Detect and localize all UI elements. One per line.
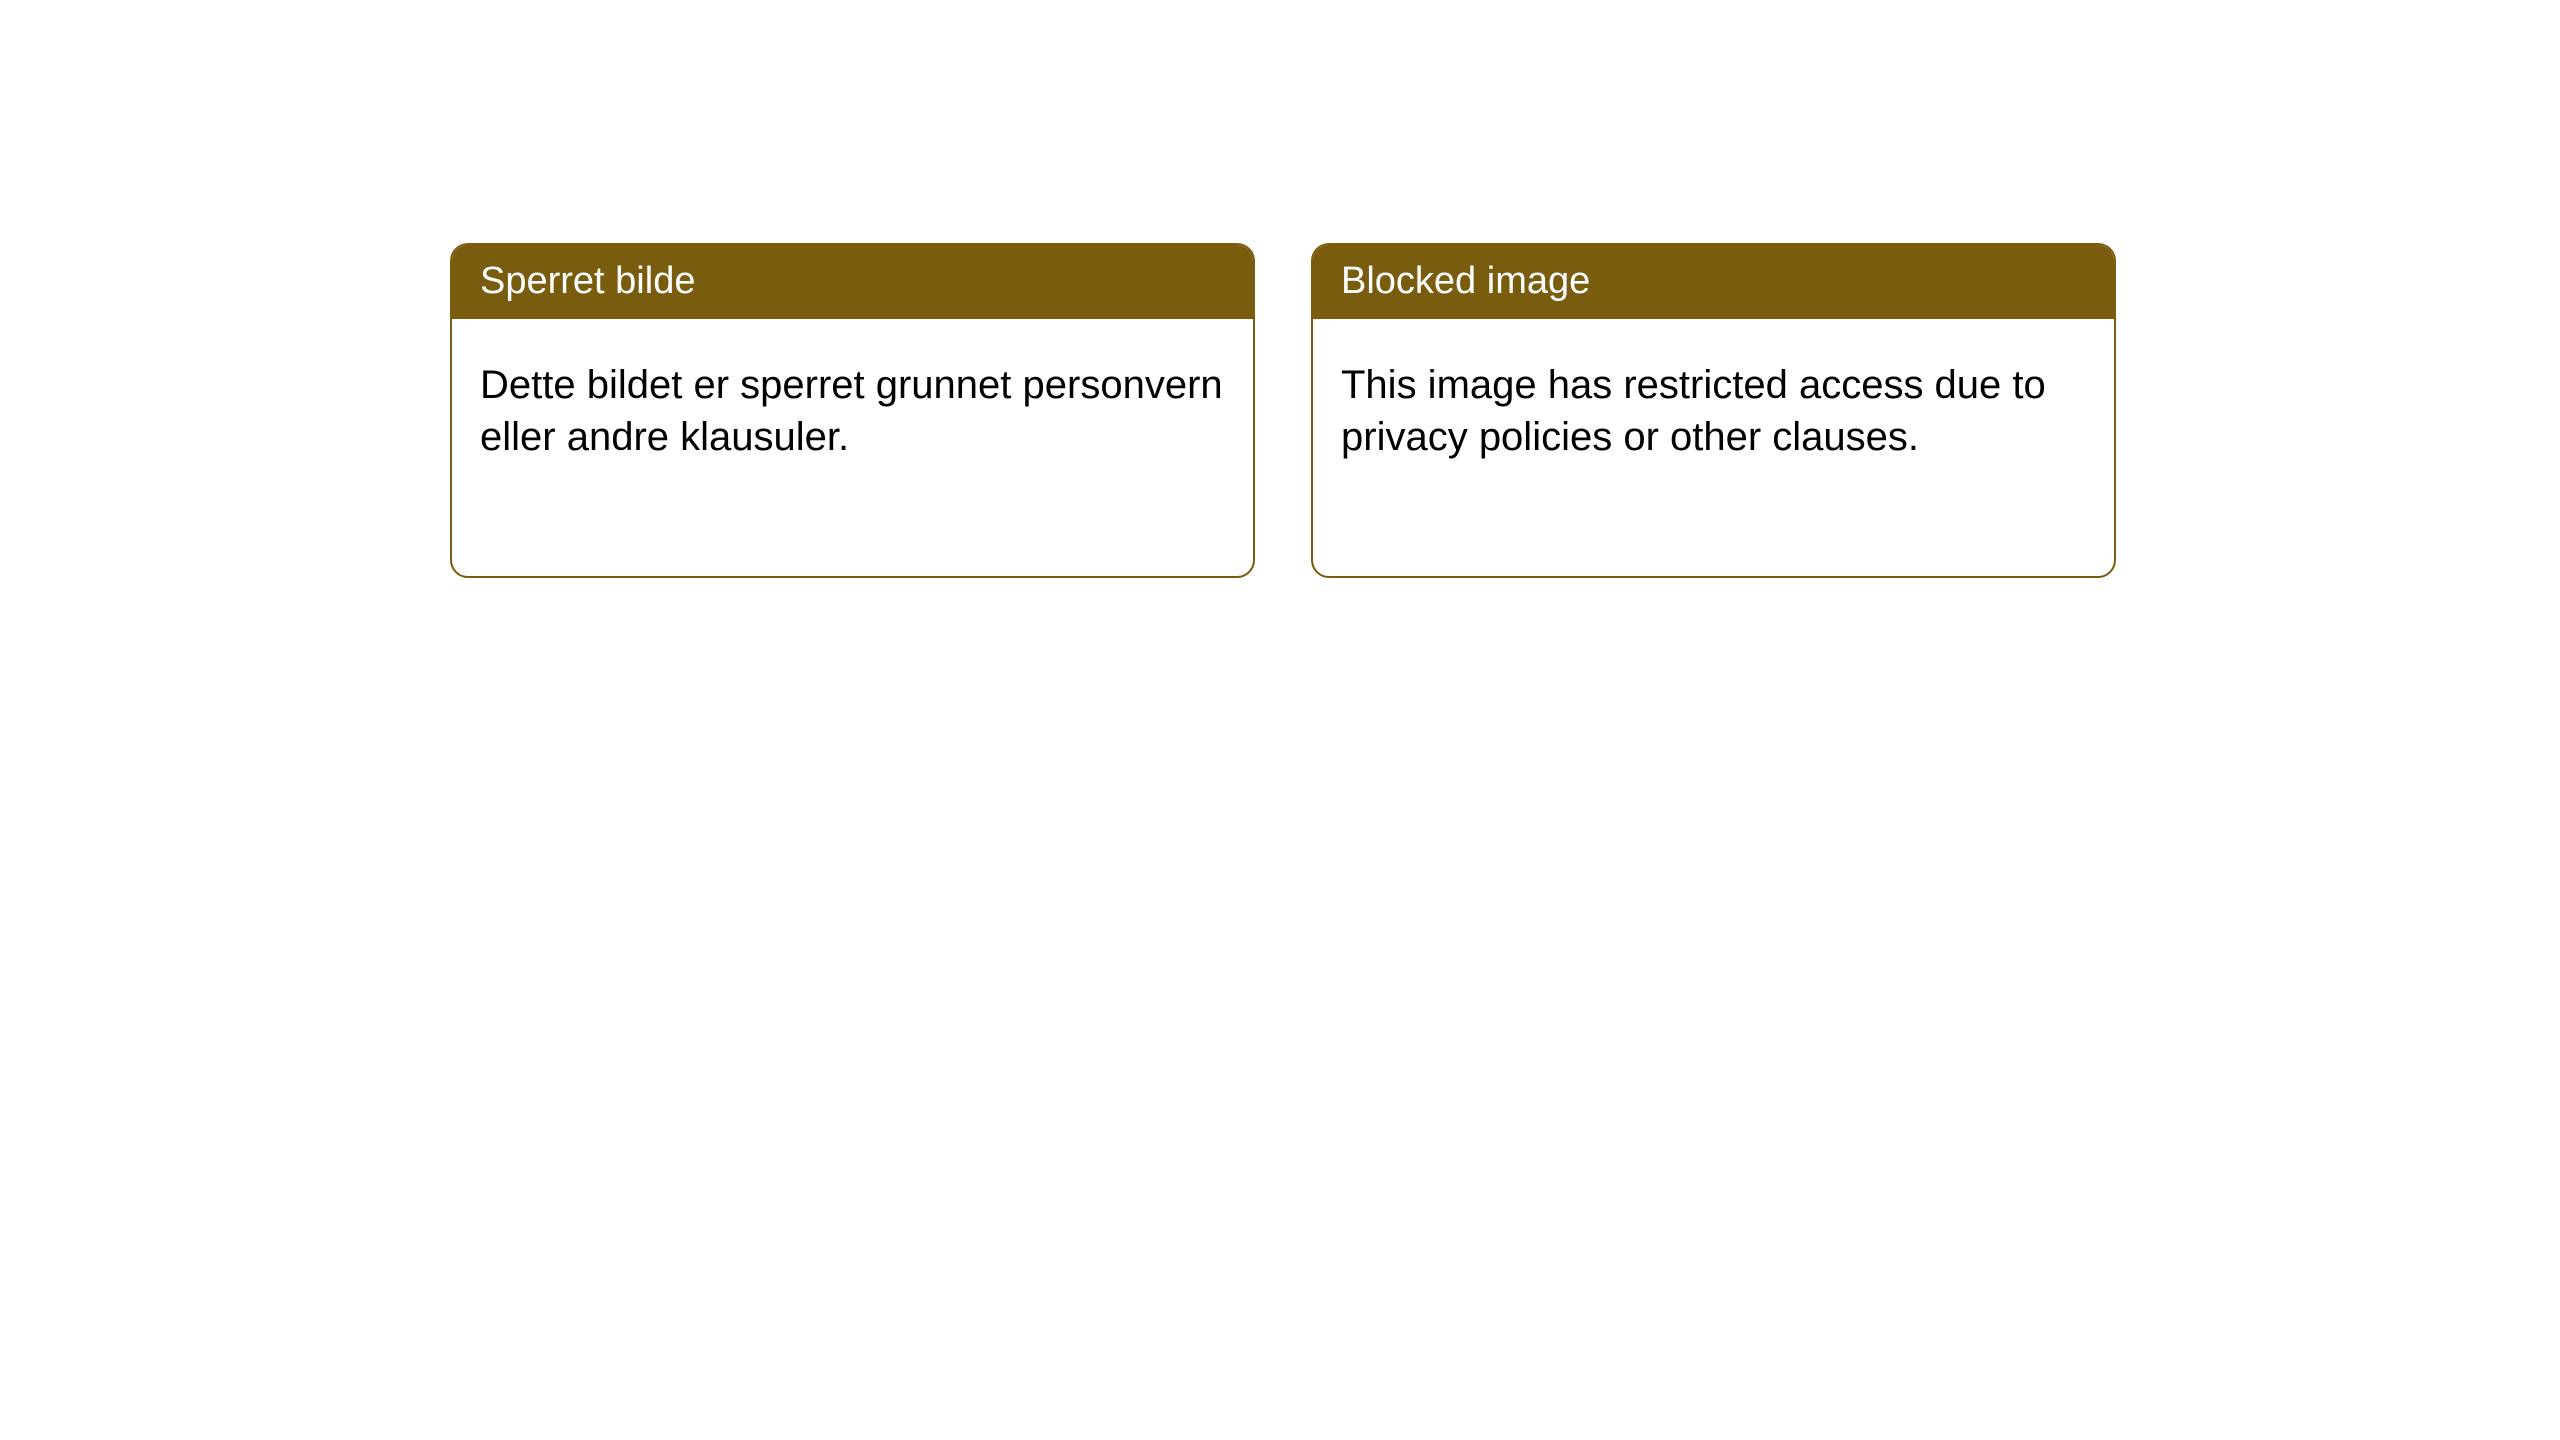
notice-card-body-no: Dette bildet er sperret grunnet personve… — [452, 319, 1253, 491]
notice-card-title-no: Sperret bilde — [480, 260, 695, 302]
notice-card-body-en: This image has restricted access due to … — [1313, 319, 2114, 491]
notice-card-en: Blocked image This image has restricted … — [1311, 243, 2116, 578]
notice-card-text-en: This image has restricted access due to … — [1341, 363, 2046, 459]
notice-card-header-en: Blocked image — [1313, 245, 2114, 319]
notice-cards-container: Sperret bilde Dette bildet er sperret gr… — [450, 243, 2116, 578]
notice-card-no: Sperret bilde Dette bildet er sperret gr… — [450, 243, 1255, 578]
notice-card-header-no: Sperret bilde — [452, 245, 1253, 319]
notice-card-title-en: Blocked image — [1341, 260, 1590, 302]
notice-card-text-no: Dette bildet er sperret grunnet personve… — [480, 363, 1223, 459]
